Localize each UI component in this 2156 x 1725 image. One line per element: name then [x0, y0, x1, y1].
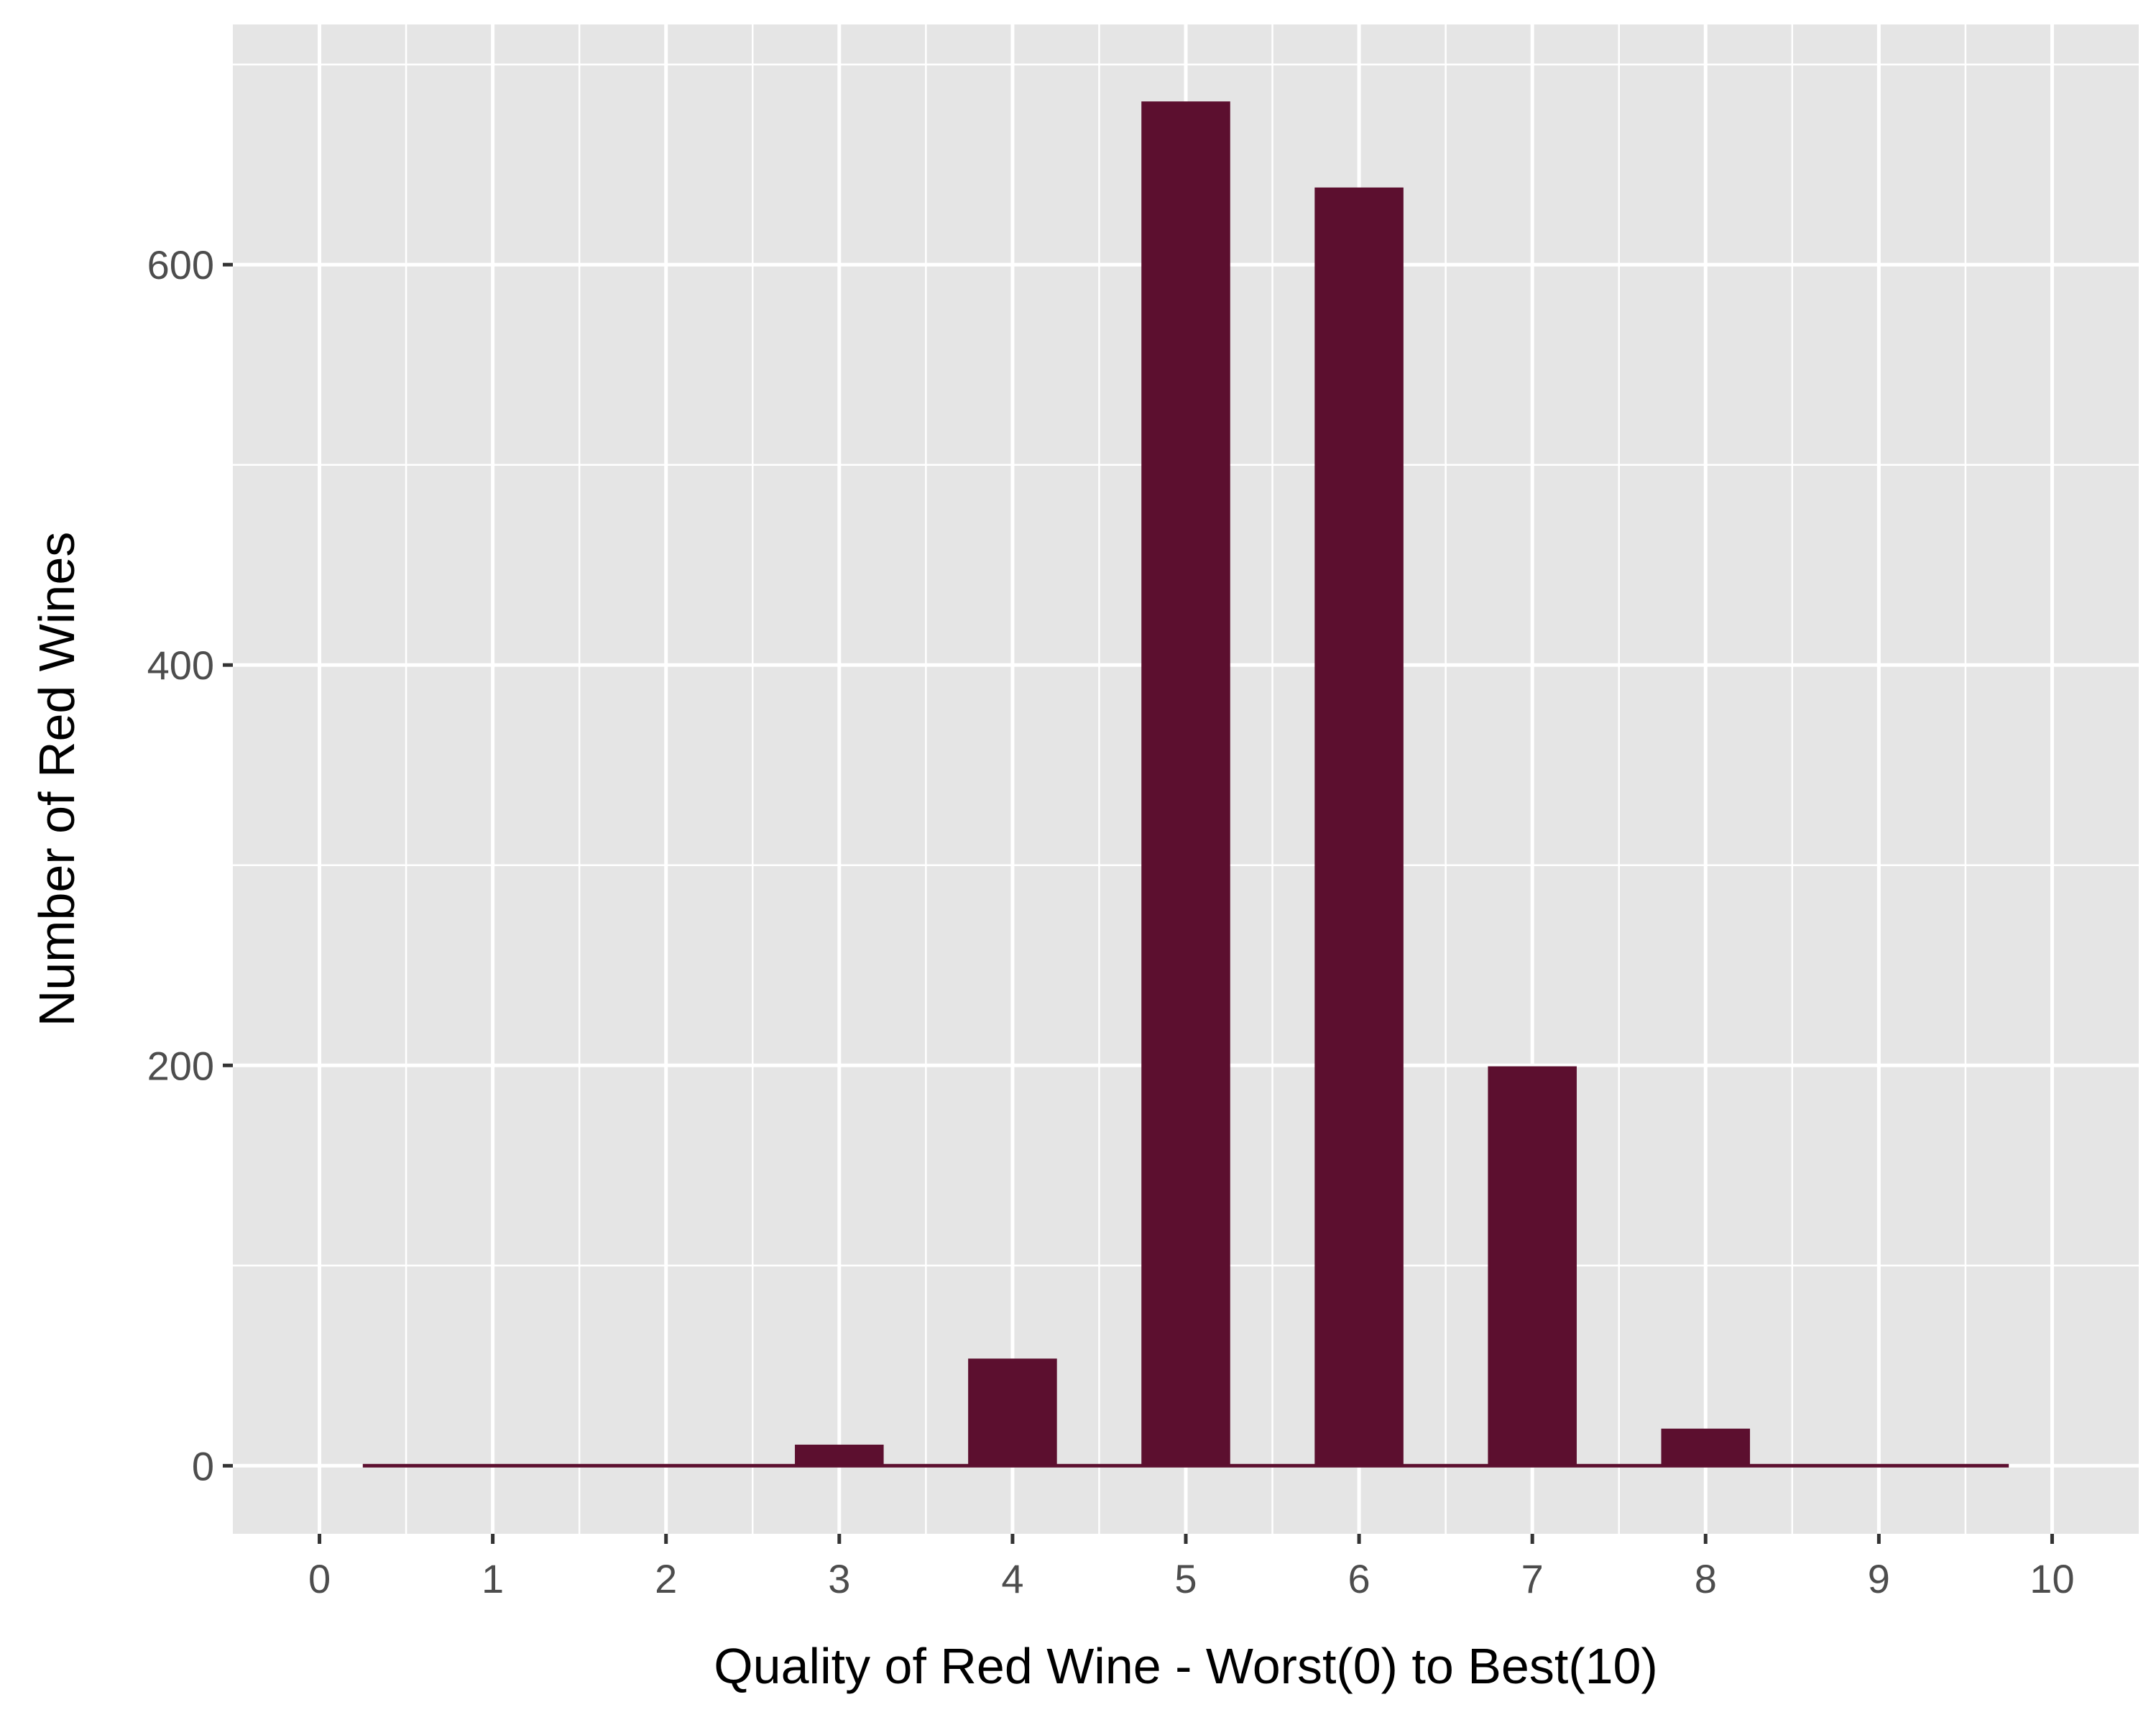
x-tick-label: 10 — [2030, 1556, 2074, 1601]
axis-ticks — [223, 262, 2054, 1544]
y-tick-labels: 0 200 400 600 — [147, 242, 214, 1489]
x-tick-label: 9 — [1868, 1556, 1890, 1601]
y-tick-label: 0 — [192, 1443, 214, 1489]
bar — [1488, 1066, 1577, 1467]
x-tick-label: 4 — [1001, 1556, 1023, 1601]
x-tick-label: 7 — [1521, 1556, 1544, 1601]
bars — [362, 101, 2009, 1468]
bar — [968, 1358, 1057, 1467]
bar — [1314, 187, 1404, 1467]
x-tick-label: 6 — [1348, 1556, 1370, 1601]
bar — [1661, 1428, 1751, 1467]
bar — [795, 1444, 884, 1467]
bar — [1141, 101, 1230, 1467]
y-tick-label: 200 — [147, 1043, 214, 1088]
y-tick-label: 400 — [147, 643, 214, 688]
x-axis-label: Quality of Red Wine - Worst(0) to Best(1… — [714, 1638, 1658, 1694]
x-tick-label: 1 — [482, 1556, 504, 1601]
x-tick-label: 0 — [308, 1556, 331, 1601]
x-tick-labels: 0 1 2 3 4 5 6 7 8 9 10 — [308, 1556, 2075, 1601]
y-axis-label: Number of Red Wines — [29, 532, 85, 1027]
x-tick-label: 5 — [1174, 1556, 1197, 1601]
x-tick-label: 2 — [655, 1556, 677, 1601]
x-tick-label: 8 — [1695, 1556, 1717, 1601]
y-tick-label: 600 — [147, 242, 214, 288]
x-tick-label: 3 — [828, 1556, 850, 1601]
